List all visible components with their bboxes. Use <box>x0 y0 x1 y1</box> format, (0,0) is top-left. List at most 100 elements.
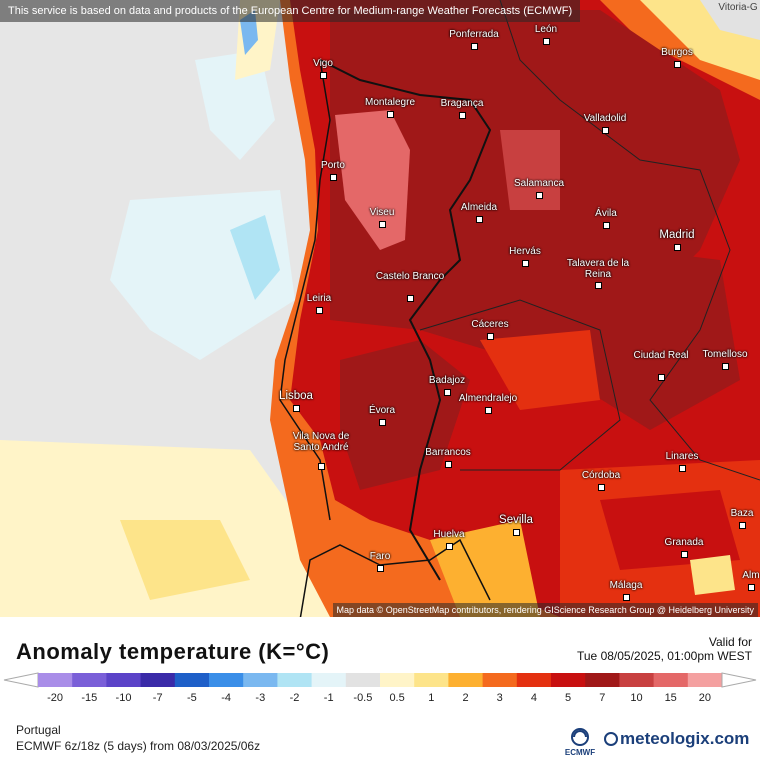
scale-tick-label: 3 <box>497 692 503 704</box>
city-marker <box>377 565 384 572</box>
city-label: Granada <box>664 537 704 548</box>
city-label: Leiria <box>306 293 332 304</box>
scale-swatch <box>482 673 518 687</box>
city-marker <box>674 61 681 68</box>
scale-swatch <box>345 673 381 687</box>
city-label: Ávila <box>595 208 617 219</box>
scale-swatch <box>380 673 415 687</box>
ecmwf-attribution-banner: This service is based on data and produc… <box>0 0 581 22</box>
city-marker <box>387 111 394 118</box>
city-marker <box>679 465 686 472</box>
city-label: Almeida <box>460 202 498 213</box>
city-label: Badajoz <box>428 375 466 386</box>
city-label: Castelo Branco <box>375 271 445 282</box>
ecmwf-logo-icon: ECMWF <box>565 728 595 757</box>
scale-swatch <box>585 673 620 687</box>
city-label: Ponferrada <box>449 29 499 40</box>
scale-tick-label: 20 <box>699 692 711 704</box>
city-marker <box>595 282 602 289</box>
scale-swatch <box>619 673 655 687</box>
scale-swatch <box>311 673 347 687</box>
city-marker <box>446 543 453 550</box>
city-label: Huelva <box>433 529 465 540</box>
city-label: Cáceres <box>471 319 509 330</box>
scale-swatch <box>243 673 278 687</box>
city-label: León <box>534 24 558 35</box>
scale-tick-label: -2 <box>290 692 300 704</box>
city-label: Bragança <box>440 98 484 109</box>
scale-tick-label: -4 <box>221 692 231 704</box>
city-label: Linares <box>665 451 699 462</box>
scale-tick-label: 5 <box>565 692 571 704</box>
city-label: Porto <box>321 160 345 171</box>
city-label: Madrid <box>659 229 695 241</box>
city-label: Vigo <box>313 58 333 69</box>
city-marker <box>330 174 337 181</box>
city-marker <box>658 374 665 381</box>
temperature-anomaly-field <box>0 0 760 617</box>
city-label: Alm <box>742 570 760 581</box>
legend-footer: Anomaly temperature (K=°C) Valid for Tue… <box>0 617 760 760</box>
city-marker <box>379 221 386 228</box>
scale-tick-label: 4 <box>531 692 537 704</box>
city-marker <box>471 43 478 50</box>
scale-tick-label: -1 <box>324 692 334 704</box>
city-label: Lisboa <box>279 390 313 402</box>
scale-tick-label: 10 <box>630 692 642 704</box>
city-marker <box>445 461 452 468</box>
scale-swatch <box>551 673 586 687</box>
scale-tick-label: -5 <box>187 692 197 704</box>
scale-tick-label: 1 <box>428 692 434 704</box>
city-label: Málaga <box>609 580 643 591</box>
city-label: Salamanca <box>513 178 565 189</box>
scale-tick-label: -20 <box>47 692 63 704</box>
city-label: Hervás <box>509 246 541 257</box>
map-credit[interactable]: Map data © OpenStreetMap contributors, r… <box>332 603 758 617</box>
city-label: Sevilla <box>499 514 533 526</box>
city-label: Évora <box>368 405 396 416</box>
city-marker <box>444 389 451 396</box>
scale-swatch <box>106 673 142 687</box>
city-marker <box>513 529 520 536</box>
city-marker <box>320 72 327 79</box>
city-marker <box>407 295 414 302</box>
city-marker <box>739 522 746 529</box>
valid-label: Valid for <box>708 635 752 649</box>
city-marker <box>681 551 688 558</box>
city-label: Faro <box>369 551 391 562</box>
city-marker <box>379 419 386 426</box>
scale-tick-label: -7 <box>153 692 163 704</box>
scale-tick-label: -15 <box>81 692 97 704</box>
city-label: Córdoba <box>581 470 621 481</box>
scale-tick-label: -0.5 <box>353 692 372 704</box>
city-label: Montalegre <box>364 97 416 108</box>
city-label: Tomelloso <box>702 349 748 360</box>
city-marker <box>543 38 550 45</box>
city-marker <box>603 222 610 229</box>
color-scale: -20 -15 -10 -7 -5 -4 -3 -2 -1 -0.5 0.5 1 2 3 4 5 7 10 15 20 <box>3 672 757 704</box>
city-marker <box>293 405 300 412</box>
city-marker <box>476 216 483 223</box>
city-marker <box>536 192 543 199</box>
scale-tick-label: 0.5 <box>389 692 404 704</box>
scale-max-arrow <box>721 672 757 688</box>
city-label: Ciudad Real <box>633 350 689 361</box>
city-marker <box>485 407 492 414</box>
city-label: Almendralejo <box>458 393 518 404</box>
city-marker <box>602 127 609 134</box>
meteologix-brand-text: meteologix.com <box>620 729 750 748</box>
meteologix-brand[interactable]: meteologix.com <box>604 729 749 749</box>
city-marker <box>522 260 529 267</box>
corner-city-label: Vitoria-G <box>718 2 758 13</box>
ecmwf-logo-text: ECMWF <box>565 748 595 757</box>
scale-tick-label: -3 <box>255 692 265 704</box>
scale-swatch <box>448 673 484 687</box>
valid-time: Tue 08/05/2025, 01:00pm WEST <box>577 649 752 663</box>
city-marker <box>674 244 681 251</box>
scale-swatch <box>653 673 689 687</box>
city-label: Viseu <box>369 207 395 218</box>
scale-swatch <box>414 673 449 687</box>
city-marker <box>722 363 729 370</box>
city-marker <box>748 584 755 591</box>
forecast-map[interactable]: This service is based on data and produc… <box>0 0 760 617</box>
